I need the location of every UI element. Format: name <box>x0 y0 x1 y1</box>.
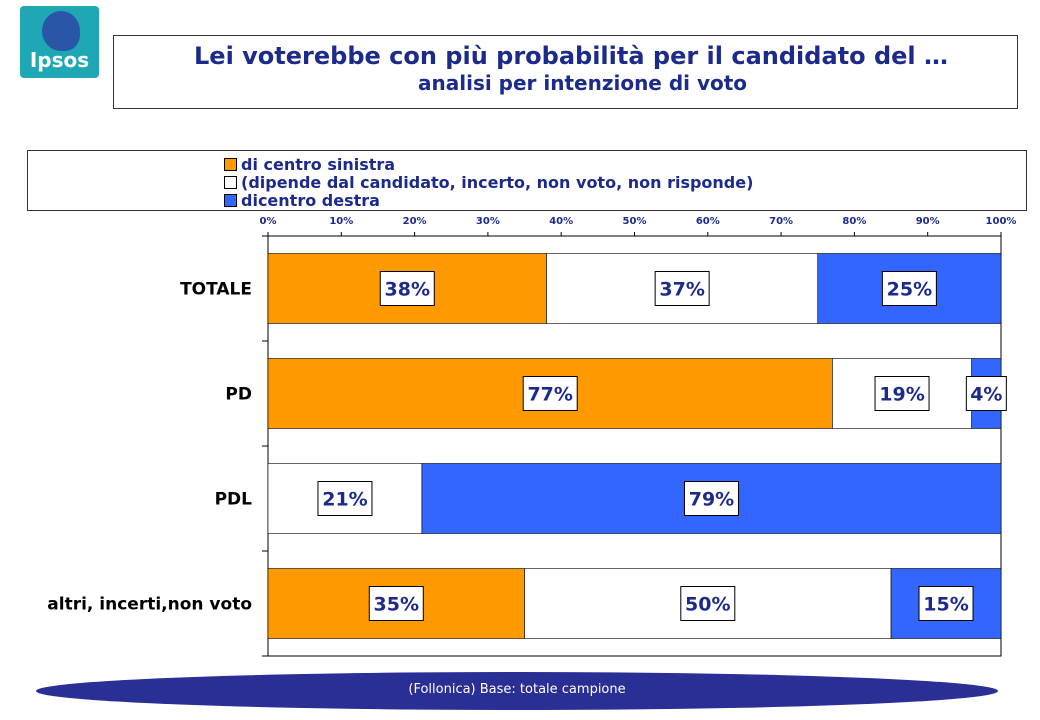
value-label: 38% <box>385 279 430 301</box>
chart-legend: di centro sinistra (dipende dal candidat… <box>27 150 1027 211</box>
value-label-box <box>317 481 373 516</box>
legend-swatch-white <box>224 176 237 189</box>
value-label: 77% <box>527 384 572 406</box>
logo-text: Ipsos <box>29 48 90 72</box>
legend-item-centro-sinistra: di centro sinistra <box>224 155 396 174</box>
value-label-box <box>680 586 736 621</box>
legend-swatch-orange <box>224 158 237 171</box>
title-box: Lei voterebbe con più probabilità per il… <box>113 35 1018 109</box>
footer-banner <box>36 672 998 710</box>
x-tick-label: 100% <box>986 216 1017 227</box>
legend-item-dipende: (dipende dal candidato, incerto, non vot… <box>224 173 754 192</box>
legend-label: dicentro destra <box>241 191 380 210</box>
category-label: PDL <box>215 490 253 510</box>
x-tick-label: 90% <box>916 216 940 227</box>
x-tick-label: 70% <box>769 216 793 227</box>
value-label-box <box>654 271 710 306</box>
value-label-box <box>522 376 578 411</box>
value-label: 4% <box>970 384 1002 406</box>
value-label: 79% <box>689 489 734 511</box>
value-label: 37% <box>659 279 704 301</box>
x-tick-label: 50% <box>623 216 647 227</box>
value-label-box <box>918 586 974 621</box>
x-tick-label: 30% <box>476 216 500 227</box>
value-label: 25% <box>887 279 932 301</box>
value-label: 19% <box>879 384 924 406</box>
value-label: 35% <box>374 594 419 616</box>
value-label-box <box>965 376 1007 411</box>
value-label: 50% <box>685 594 730 616</box>
value-label-box <box>683 481 739 516</box>
category-label: altri, incerti,non voto <box>47 595 252 615</box>
value-label: 15% <box>923 594 968 616</box>
x-tick-label: 80% <box>842 216 866 227</box>
footer-text: (Follonica) Base: totale campione <box>408 682 626 697</box>
value-label-box <box>874 376 930 411</box>
value-label-box <box>881 271 937 306</box>
legend-label: di centro sinistra <box>241 155 396 174</box>
category-label: TOTALE <box>180 280 252 300</box>
legend-label: (dipende dal candidato, incerto, non vot… <box>241 173 754 192</box>
page-subtitle: analisi per intenzione di voto <box>418 71 748 95</box>
value-label: 21% <box>322 489 367 511</box>
value-label-box <box>368 586 424 621</box>
x-tick-label: 40% <box>549 216 573 227</box>
legend-item-centro-destra: dicentro destra <box>224 191 380 210</box>
value-label-box <box>379 271 435 306</box>
x-tick-label: 60% <box>696 216 720 227</box>
page-title: Lei voterebbe con più probabilità per il… <box>194 42 949 70</box>
x-tick-label: 20% <box>403 216 427 227</box>
category-label: PD <box>225 385 252 405</box>
logo-head-icon <box>42 11 80 51</box>
ipsos-logo: Ipsos <box>20 6 99 78</box>
x-tick-label: 0% <box>260 216 277 227</box>
x-tick-label: 10% <box>329 216 353 227</box>
legend-swatch-blue <box>224 194 237 207</box>
